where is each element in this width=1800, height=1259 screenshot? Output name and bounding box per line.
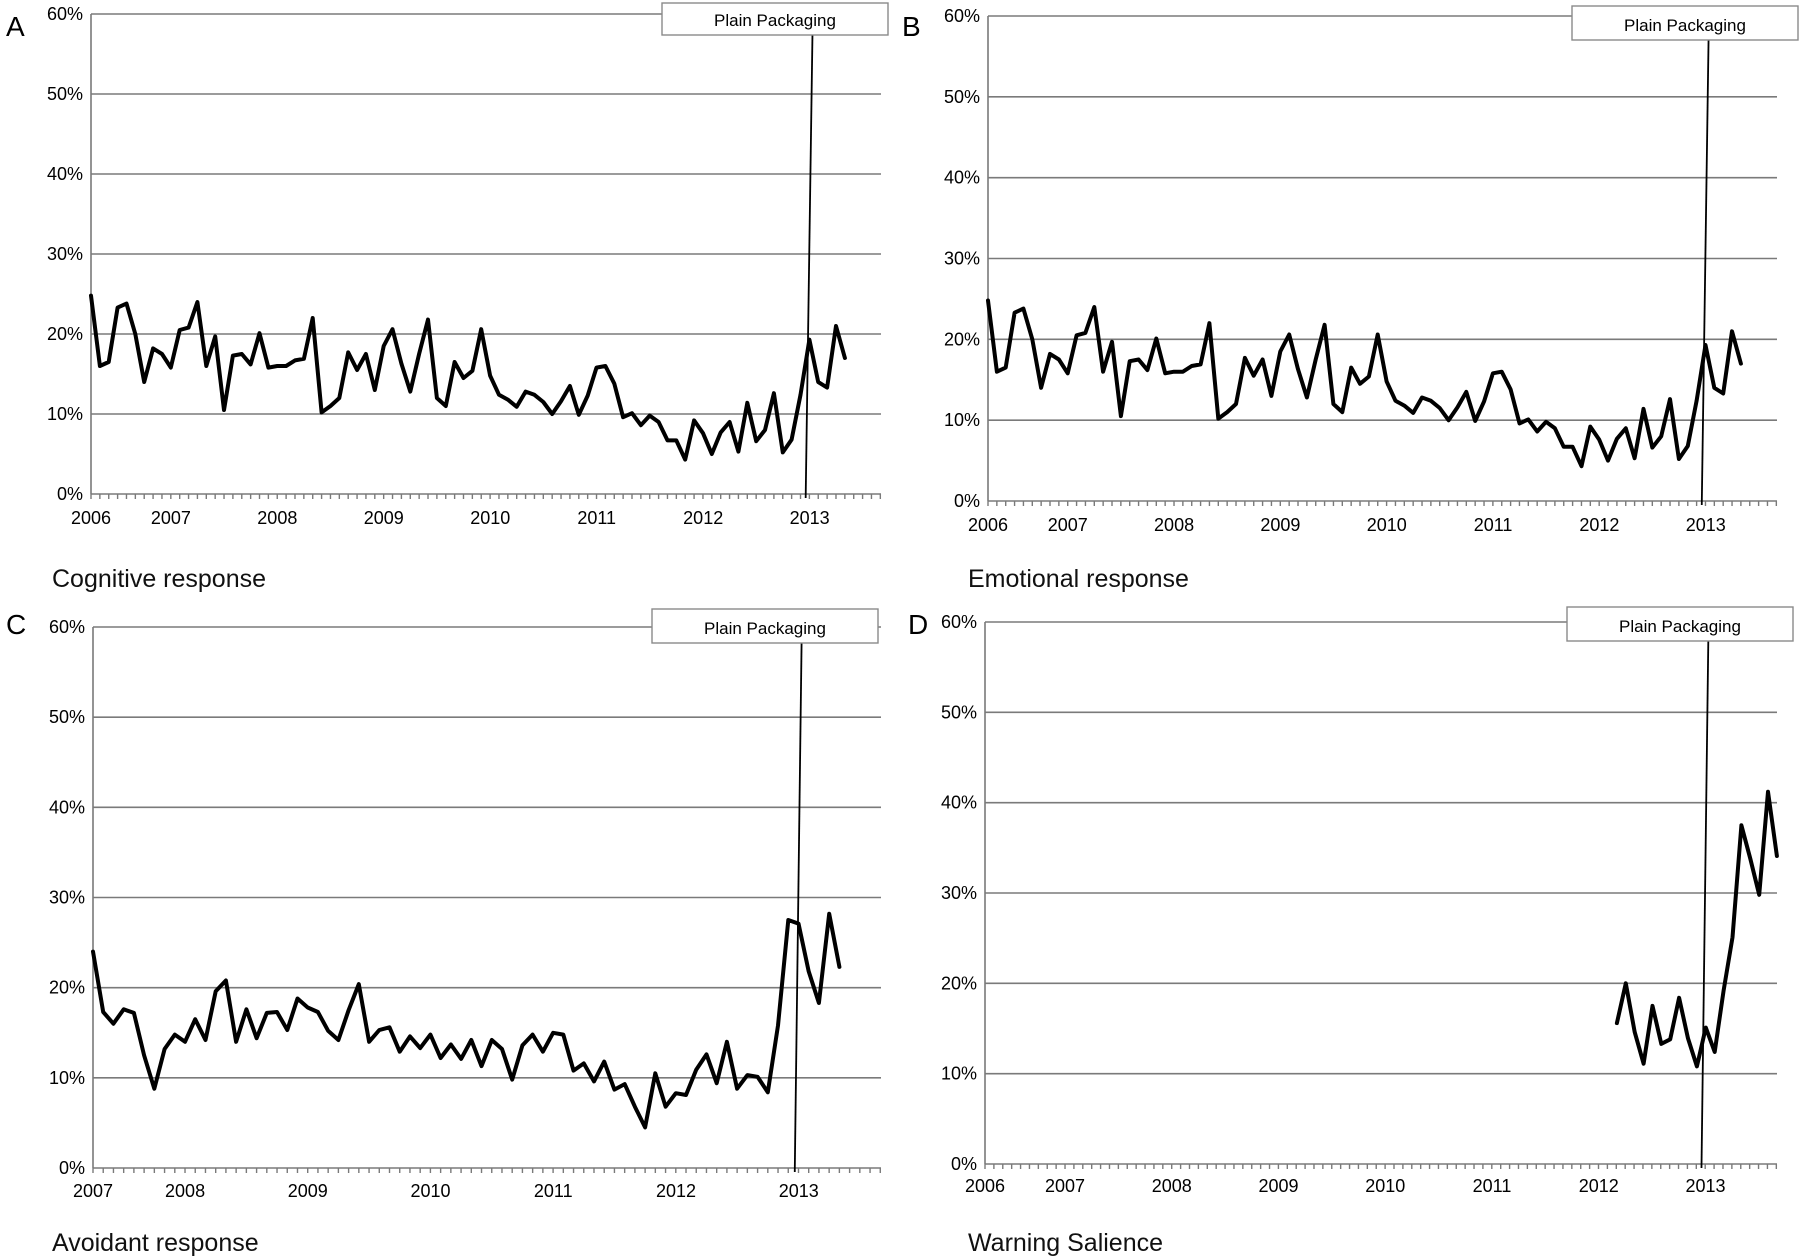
y-tick-label: 10% xyxy=(49,1068,85,1088)
y-tick-label: 0% xyxy=(59,1158,85,1178)
x-tick-label: 2009 xyxy=(288,1181,328,1201)
x-tick-label: 2006 xyxy=(71,508,111,528)
y-tick-label: 20% xyxy=(944,329,980,349)
plain-packaging-label-box xyxy=(651,608,879,644)
y-tick-label: 60% xyxy=(49,617,85,637)
panel-caption: Cognitive response xyxy=(52,565,266,593)
x-tick-label: 2010 xyxy=(411,1181,451,1201)
x-tick-label: 2012 xyxy=(1579,1176,1619,1196)
y-tick-label: 40% xyxy=(941,793,977,813)
y-tick-label: 0% xyxy=(57,484,83,504)
y-tick-label: 0% xyxy=(954,491,980,511)
panel-letter: B xyxy=(902,11,921,42)
x-tick-label: 2012 xyxy=(683,508,723,528)
plain-packaging-label: Plain Packaging xyxy=(1624,16,1746,35)
y-tick-label: 60% xyxy=(944,6,980,26)
y-tick-label: 30% xyxy=(49,888,85,908)
y-tick-label: 0% xyxy=(951,1154,977,1174)
plain-packaging-marker-line xyxy=(1700,25,1710,506)
series-line xyxy=(986,298,1743,469)
series-line xyxy=(1614,789,1779,1069)
y-tick-label: 10% xyxy=(944,410,980,430)
series-line xyxy=(91,911,842,1130)
x-tick-label: 2011 xyxy=(1473,1176,1512,1196)
x-tick-label: 2011 xyxy=(534,1181,573,1201)
plain-packaging-marker-line xyxy=(1700,626,1710,1169)
y-tick-label: 50% xyxy=(944,87,980,107)
x-tick-label: 2011 xyxy=(577,508,616,528)
plain-packaging-label: Plain Packaging xyxy=(704,619,826,638)
chart-panel-c: C 0% 10% 20% 30% 40% 50% 60% 2007 2008 2009 2010 201… xyxy=(6,608,881,1257)
y-tick-label: 20% xyxy=(941,973,977,993)
y-tick-label: 20% xyxy=(47,324,83,344)
y-tick-label: 50% xyxy=(941,702,977,722)
chart-panel-a: A 0% 10% 20% 30% 40% 50% 60% 2006 2007 2008 2009 201… xyxy=(6,2,889,593)
y-tick-label: 20% xyxy=(49,978,85,998)
x-tick-label: 2010 xyxy=(1367,515,1407,535)
y-tick-label: 30% xyxy=(941,883,977,903)
panel-letter: D xyxy=(908,609,928,640)
x-tick-label: 2007 xyxy=(1048,515,1088,535)
x-tick-label: 2011 xyxy=(1474,515,1513,535)
y-tick-label: 40% xyxy=(49,797,85,817)
x-tick-label: 2007 xyxy=(1045,1176,1085,1196)
x-tick-label: 2008 xyxy=(257,508,297,528)
x-tick-label: 2013 xyxy=(1686,515,1726,535)
panel-letter: C xyxy=(6,609,26,640)
plain-packaging-label-box xyxy=(661,2,889,36)
x-tick-label: 2010 xyxy=(470,508,510,528)
plain-packaging-label-box xyxy=(1566,606,1794,642)
panel-caption: Avoidant response xyxy=(52,1229,259,1257)
plain-packaging-label: Plain Packaging xyxy=(1619,617,1741,636)
x-tick-label: 2006 xyxy=(965,1176,1005,1196)
x-tick-label: 2009 xyxy=(364,508,404,528)
x-tick-label: 2008 xyxy=(1152,1176,1192,1196)
x-tick-label: 2010 xyxy=(1365,1176,1405,1196)
x-tick-label: 2012 xyxy=(1579,515,1619,535)
plain-packaging-label-box xyxy=(1571,5,1799,41)
x-tick-label: 2013 xyxy=(1685,1176,1725,1196)
panel-letter: A xyxy=(6,11,25,42)
x-tick-label: 2013 xyxy=(790,508,830,528)
y-tick-label: 10% xyxy=(941,1064,977,1084)
y-tick-label: 40% xyxy=(944,168,980,188)
y-tick-label: 40% xyxy=(47,164,83,184)
y-tick-label: 50% xyxy=(49,707,85,727)
y-tick-label: 60% xyxy=(941,612,977,632)
plain-packaging-marker-line xyxy=(804,20,814,499)
x-tick-label: 2009 xyxy=(1260,515,1300,535)
x-tick-label: 2008 xyxy=(1154,515,1194,535)
x-tick-label: 2013 xyxy=(779,1181,819,1201)
chart-panel-d: D 0% 10% 20% 30% 40% 50% 60% 2006 2007 2008 2009 201… xyxy=(908,606,1794,1257)
panel-caption: Warning Salience xyxy=(968,1229,1163,1257)
x-tick-label: 2009 xyxy=(1259,1176,1299,1196)
x-tick-label: 2007 xyxy=(151,508,191,528)
x-tick-label: 2012 xyxy=(656,1181,696,1201)
y-tick-label: 30% xyxy=(47,244,83,264)
y-tick-label: 50% xyxy=(47,84,83,104)
x-tick-label: 2007 xyxy=(73,1181,113,1201)
panel-caption: Emotional response xyxy=(968,565,1189,593)
x-tick-label: 2008 xyxy=(165,1181,205,1201)
series-line xyxy=(89,293,847,462)
plain-packaging-label: Plain Packaging xyxy=(714,11,836,30)
y-tick-label: 30% xyxy=(944,249,980,269)
y-tick-label: 60% xyxy=(47,4,83,24)
plain-packaging-marker-line xyxy=(793,628,803,1173)
x-tick-label: 2006 xyxy=(968,515,1008,535)
y-tick-label: 10% xyxy=(47,404,83,424)
chart-panel-b: B 0% 10% 20% 30% 40% 50% 60% 2006 2007 2008 2009 201… xyxy=(902,5,1799,593)
